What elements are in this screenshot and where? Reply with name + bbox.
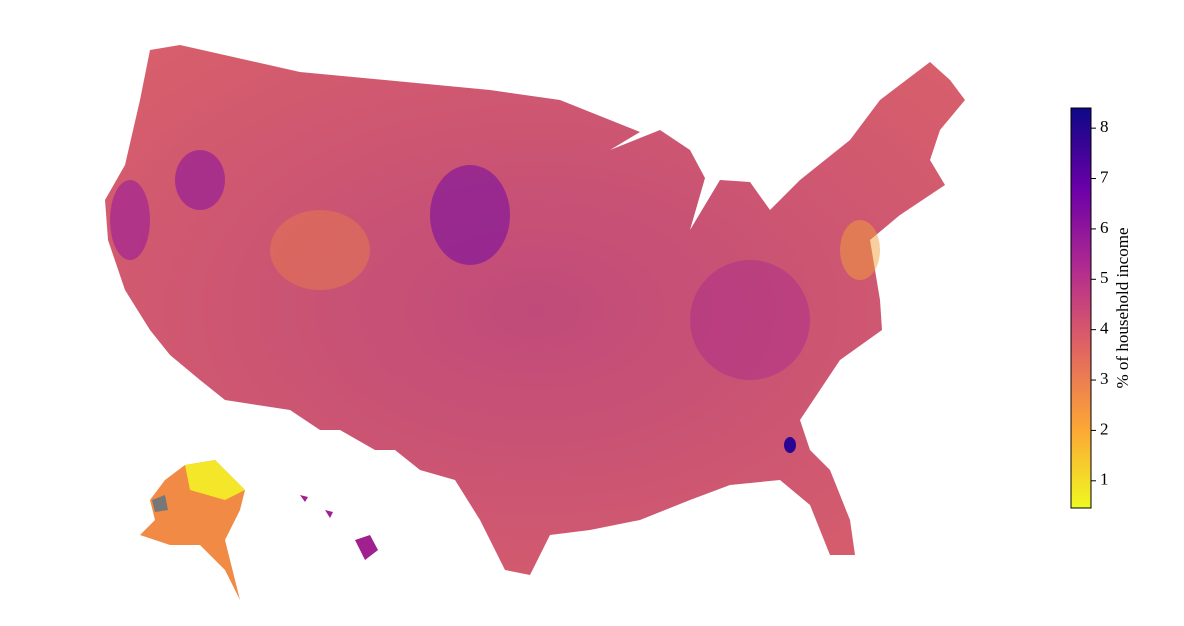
colorbar-body	[1070, 107, 1092, 509]
hawaii	[300, 495, 378, 560]
colorbar-tick-label: 1	[1100, 470, 1109, 489]
colorbar-tick-label: 8	[1100, 117, 1109, 136]
colorbar: 1 2 3 4 5 6 7 8	[1070, 107, 1109, 509]
us-map	[105, 45, 965, 600]
contiguous-us	[105, 45, 965, 575]
colorbar-tick-label: 7	[1100, 167, 1109, 186]
colorbar-tick-label: 3	[1100, 369, 1109, 388]
colorbar-label: % of household income	[1113, 228, 1132, 389]
colorbar-tick-label: 2	[1100, 419, 1109, 438]
alaska-north	[185, 460, 245, 500]
region-patch	[175, 150, 225, 210]
alaska-gray	[152, 495, 168, 512]
colorbar-tick-label: 6	[1100, 218, 1109, 237]
region-patch	[784, 437, 796, 453]
colorbar-tick-label: 4	[1100, 319, 1109, 338]
region-patch	[690, 260, 810, 380]
region-patch	[270, 210, 370, 290]
region-patch	[110, 180, 150, 260]
colorbar-tick-label: 5	[1100, 268, 1109, 287]
region-patch	[840, 220, 880, 280]
region-patch	[430, 165, 510, 265]
